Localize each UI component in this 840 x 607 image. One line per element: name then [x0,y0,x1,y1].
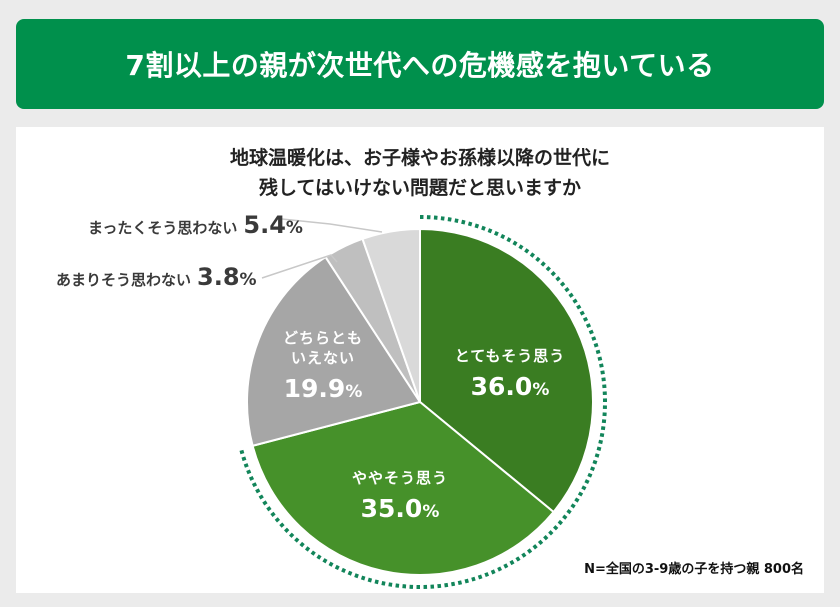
label-value: 5.4% [243,211,303,239]
label-category: とてもそう思う [454,347,566,365]
label-category: まったくそう思わない [88,219,238,237]
value-number: 3.8 [197,263,240,291]
label-not-at-all: まったくそう思わない 5.4% [88,211,303,239]
slice-somewhat [251,400,555,576]
value-number: 35.0 [360,494,423,523]
highlight-dotted-arc [239,215,607,589]
value-unit: % [532,380,550,400]
label-neutral: どちらとも いえない 19.9% [268,328,378,409]
label-value: 19.9% [268,372,378,409]
headline-title: 7割以上の親が次世代への危機感を抱いている [125,49,715,82]
label-value: 35.0% [332,492,468,529]
question-line-1: 地球温暖化は、お子様やお孫様以降の世代に [229,147,610,169]
value-unit: % [345,382,363,402]
value-number: 19.9 [283,374,346,403]
leader-line-not-at-all [281,218,383,233]
label-category: ややそう思う [351,469,448,487]
value-unit: % [239,270,257,290]
slice-neutral [246,255,422,447]
label-value: 36.0% [440,370,580,407]
label-not-much: あまりそう思わない 3.8% [56,263,257,291]
question-title: 地球温暖化は、お子様やお孫様以降の世代に 残してはいけない問題だと思いますか [0,143,840,203]
slice-very [419,227,594,514]
question-line-2: 残してはいけない問題だと思いますか [258,177,582,199]
slice-not-at-all [361,227,421,403]
label-value: 3.8% [197,263,257,291]
headline-banner: 7割以上の親が次世代への危機感を抱いている [16,19,824,109]
label-somewhat: ややそう思う 35.0% [332,468,468,529]
label-category: あまりそう思わない [56,271,192,289]
label-category-line-1: どちらとも [282,329,363,347]
leader-line-not-much [261,254,338,279]
sample-note: N=全国の3-9歳の子を持つ親 800名 [584,562,804,577]
value-unit: % [422,502,440,522]
label-very: とてもそう思う 36.0% [440,346,580,407]
label-category-line-2: いえない [290,349,355,367]
value-unit: % [285,218,303,238]
value-number: 5.4 [243,211,286,239]
value-number: 36.0 [470,372,533,401]
